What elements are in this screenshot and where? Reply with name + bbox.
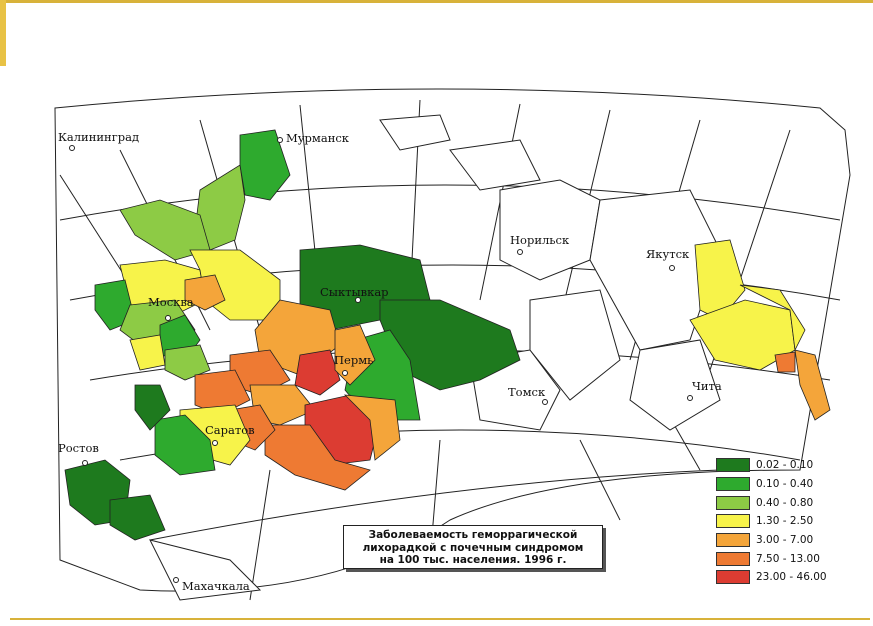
city-label-syktyvkar: Сыктывкар	[320, 285, 389, 299]
legend-swatch	[716, 477, 750, 492]
legend-item: 0.02 - 0.10	[716, 456, 836, 475]
uncolored-regions	[149, 114, 721, 601]
city-label-yakutsk: Якутск	[646, 247, 690, 261]
city-marker-murmansk	[277, 137, 283, 143]
legend-swatch	[716, 458, 750, 473]
city-label-makhachkala: Махачкала	[182, 579, 250, 593]
region-north-islands	[379, 114, 451, 151]
region-primorye	[794, 349, 831, 421]
legend-swatch	[716, 533, 750, 548]
legend-label: 23.00 - 46.00	[756, 571, 827, 584]
city-markers	[69, 137, 693, 583]
city-label-perm: Пермь	[334, 353, 373, 367]
city-labels: Калининград Мурманск Москва Сыктывкар Но…	[58, 130, 722, 593]
bottom-rule	[10, 618, 870, 620]
city-marker-rostov	[82, 460, 88, 466]
legend-label: 1.30 - 2.50	[756, 515, 814, 528]
region-murmansk	[239, 129, 291, 201]
region-caucasus	[149, 539, 262, 601]
city-label-tomsk: Томск	[508, 385, 546, 399]
city-marker-norilsk	[517, 249, 523, 255]
city-marker-saratov	[212, 440, 218, 446]
region-orenburg	[264, 424, 371, 491]
map-caption: Заболеваемость геморрагической лихорадко…	[343, 525, 603, 569]
region-krasnoyarsk	[529, 289, 621, 401]
region-east-siberia	[589, 189, 721, 351]
region-khabarovsk	[739, 284, 806, 352]
caption-line-1: Заболеваемость геморрагической	[368, 529, 578, 541]
city-marker-kaliningrad	[69, 145, 75, 151]
legend-item: 23.00 - 46.00	[716, 568, 836, 587]
region-penza	[129, 334, 166, 371]
city-label-rostov: Ростов	[58, 441, 99, 455]
legend-label: 0.02 - 0.10	[756, 459, 814, 472]
region-chelyabinsk	[343, 394, 401, 461]
city-marker-moscow	[165, 315, 171, 321]
legend-label: 3.00 - 7.00	[756, 534, 814, 547]
legend-item: 1.30 - 2.50	[716, 512, 836, 531]
parallel-line	[149, 469, 721, 541]
colored-regions	[64, 129, 831, 541]
legend-label: 0.10 - 0.40	[756, 478, 814, 491]
city-label-murmansk: Мурманск	[286, 131, 350, 145]
region-voronezh	[154, 414, 216, 476]
region-jewish-ao	[774, 351, 796, 373]
region-norilsk	[499, 179, 601, 281]
legend-item: 3.00 - 7.00	[716, 531, 836, 550]
top-rule	[0, 0, 873, 3]
legend-swatch	[716, 570, 750, 585]
region-taimyr	[449, 139, 541, 191]
region-chita	[629, 339, 721, 431]
top-accent	[0, 0, 6, 66]
city-label-norilsk: Норильск	[510, 233, 570, 247]
region-stavropol	[109, 494, 166, 541]
city-marker-perm	[342, 370, 348, 376]
city-marker-yakutsk	[669, 265, 675, 271]
map-outer-border	[54, 88, 851, 592]
meridian-line	[579, 439, 621, 521]
city-label-chita: Чита	[692, 379, 722, 393]
legend: 0.02 - 0.10 0.10 - 0.40 0.40 - 0.80 1.30…	[716, 456, 836, 587]
meridian-line	[249, 469, 271, 601]
caption-line-3: на 100 тыс. населения. 1996 г.	[379, 554, 567, 566]
region-perm	[294, 349, 341, 396]
city-label-saratov: Саратов	[205, 423, 255, 437]
legend-swatch	[716, 514, 750, 529]
parallel-line	[59, 184, 841, 221]
city-marker-syktyvkar	[355, 297, 361, 303]
city-label-moscow: Москва	[148, 295, 194, 309]
city-marker-chita	[687, 395, 693, 401]
legend-swatch	[716, 495, 750, 510]
region-kursk	[134, 384, 171, 431]
city-marker-makhachkala	[173, 577, 179, 583]
caption-line-2: лихорадкой с почечным синдромом	[362, 541, 584, 554]
legend-label: 7.50 - 13.00	[756, 552, 820, 565]
legend-item: 0.40 - 0.80	[716, 493, 836, 512]
legend-label: 0.40 - 0.80	[756, 496, 814, 509]
legend-item: 0.10 - 0.40	[716, 475, 836, 494]
region-yaroslavl	[184, 274, 226, 311]
city-marker-tomsk	[542, 399, 548, 405]
legend-item: 7.50 - 13.00	[716, 549, 836, 568]
legend-swatch	[716, 551, 750, 566]
city-label-kaliningrad: Калининград	[58, 130, 139, 144]
